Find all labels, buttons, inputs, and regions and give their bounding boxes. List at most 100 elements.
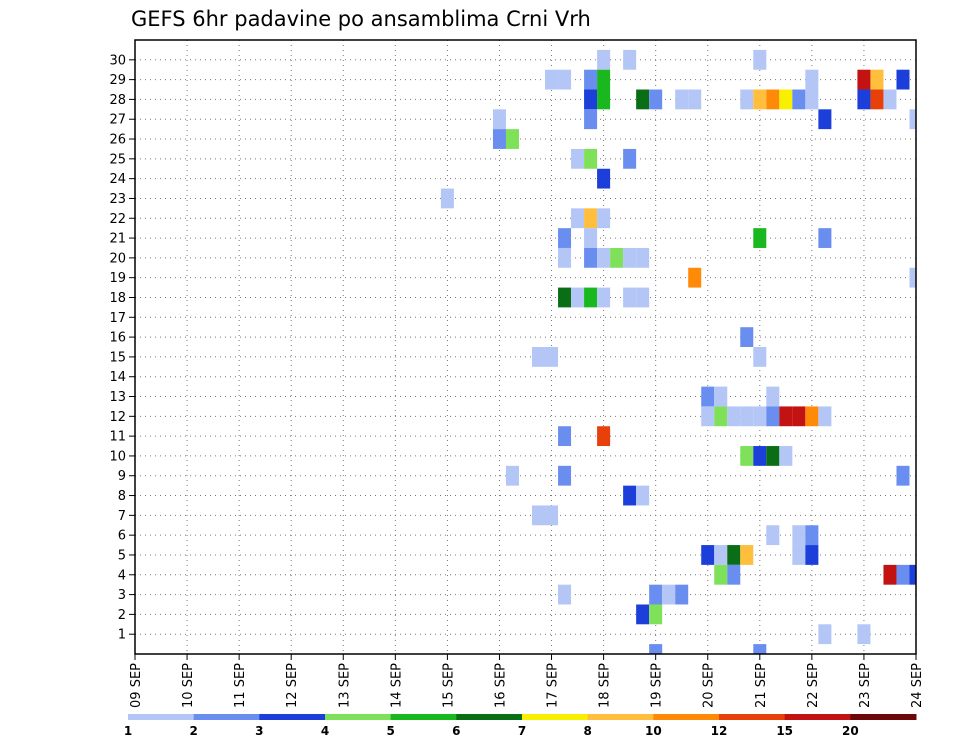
colorbar-label: 12 bbox=[711, 724, 728, 738]
y-tick-label: 5 bbox=[118, 548, 126, 563]
heatmap-cell bbox=[571, 287, 585, 308]
x-tick-label: 12 SEP bbox=[285, 663, 300, 708]
heatmap-cell bbox=[727, 406, 741, 427]
heatmap-cell bbox=[597, 287, 611, 308]
y-tick-label: 23 bbox=[109, 192, 126, 207]
heatmap-cell bbox=[792, 406, 806, 427]
y-tick-label: 14 bbox=[109, 370, 126, 385]
heatmap-cell bbox=[649, 604, 663, 625]
colorbar-swatch bbox=[193, 714, 260, 720]
heatmap-cell bbox=[701, 386, 715, 407]
heatmap-cell bbox=[649, 644, 663, 654]
heatmap-cell bbox=[571, 148, 585, 169]
heatmap-cell bbox=[766, 525, 780, 546]
colorbar-label: 7 bbox=[518, 724, 526, 738]
heatmap-cell bbox=[766, 406, 780, 427]
heatmap-cell bbox=[727, 545, 741, 565]
colorbar-swatch bbox=[522, 714, 589, 720]
heatmap-cell bbox=[636, 287, 650, 308]
heatmap-cell bbox=[558, 228, 572, 248]
heatmap-cell bbox=[753, 644, 767, 654]
heatmap-cell bbox=[857, 69, 871, 90]
y-tick-label: 19 bbox=[109, 271, 126, 286]
heatmap-cell bbox=[623, 287, 637, 308]
x-axis: 09 SEP 10 SEP 11 SEP 12 SEP 13 SEP 14 SEP 15 S… bbox=[129, 654, 925, 708]
x-tick-label: 10 SEP bbox=[181, 663, 196, 708]
colorbar-swatch bbox=[784, 714, 851, 720]
heatmap-cell bbox=[558, 69, 572, 90]
x-tick-label: 23 SEP bbox=[858, 663, 873, 708]
heatmap-cell bbox=[558, 584, 572, 605]
heatmap-cell bbox=[532, 347, 546, 367]
heatmap-cell bbox=[597, 208, 611, 229]
plot-frame bbox=[134, 39, 917, 655]
y-tick-label: 8 bbox=[118, 489, 126, 504]
heatmap-cell bbox=[714, 406, 728, 427]
colorbar-label: 1 bbox=[124, 724, 132, 738]
heatmap-cell bbox=[649, 584, 663, 605]
heatmap-cell bbox=[532, 505, 546, 526]
heatmap-cell bbox=[779, 89, 793, 110]
colorbar-label: 20 bbox=[842, 724, 859, 738]
heatmap-cell bbox=[636, 247, 650, 268]
heatmap-cell bbox=[701, 406, 715, 427]
heatmap-cell bbox=[505, 129, 519, 149]
heatmap-cell bbox=[753, 446, 767, 466]
y-tick-label: 16 bbox=[109, 331, 126, 346]
heatmap-cell bbox=[766, 386, 780, 407]
colorbar-swatch bbox=[259, 714, 326, 720]
y-tick-label: 7 bbox=[118, 509, 126, 524]
heatmap-cell bbox=[558, 465, 572, 486]
heatmap-cell bbox=[584, 89, 598, 110]
heatmap-cell bbox=[805, 545, 819, 565]
heatmap-cell bbox=[584, 148, 598, 169]
heatmap-cell bbox=[492, 109, 506, 130]
colorbar-swatch bbox=[325, 714, 392, 720]
heatmap-cell bbox=[714, 386, 728, 407]
colorbar-label: 5 bbox=[386, 724, 394, 738]
heatmap-cell bbox=[584, 287, 598, 308]
heatmap-cell bbox=[558, 426, 572, 447]
heatmap-cell bbox=[688, 267, 702, 288]
heatmap-cell bbox=[584, 109, 598, 130]
colorbar-swatch bbox=[719, 714, 786, 720]
heatmap-cell bbox=[636, 89, 650, 110]
heatmap-cell bbox=[623, 148, 637, 169]
heatmap-cell bbox=[584, 228, 598, 248]
heatmap-cell bbox=[753, 89, 767, 110]
colorbar: 1 2 3 4 5 6 7 8 10 12 15 20 bbox=[124, 714, 917, 738]
heatmap-cell bbox=[792, 545, 806, 565]
heatmap-cell bbox=[883, 564, 897, 585]
y-tick-label: 28 bbox=[109, 93, 126, 108]
heatmap-cell bbox=[909, 109, 916, 130]
colorbar-swatch bbox=[653, 714, 720, 720]
x-tick-label: 16 SEP bbox=[493, 663, 508, 708]
heatmap-cell bbox=[753, 347, 767, 367]
y-tick-label: 2 bbox=[118, 608, 126, 623]
heatmap-cell bbox=[545, 347, 559, 367]
heatmap-cell bbox=[805, 406, 819, 427]
y-tick-label: 27 bbox=[109, 113, 126, 128]
x-tick-label: 15 SEP bbox=[441, 663, 456, 708]
heatmap-cell bbox=[701, 545, 715, 565]
heatmap-cell bbox=[896, 465, 910, 486]
x-tick-label: 20 SEP bbox=[702, 663, 717, 708]
heatmap-cell bbox=[597, 426, 611, 447]
heatmap-cell bbox=[558, 247, 572, 268]
heatmap-cell bbox=[675, 89, 689, 110]
colorbar-swatch bbox=[587, 714, 654, 720]
heatmap-cell bbox=[896, 564, 910, 585]
y-axis: 1234567891011121314151617181920212223242… bbox=[109, 53, 135, 643]
y-tick-label: 4 bbox=[118, 568, 126, 583]
colorbar-label: 4 bbox=[321, 724, 329, 738]
y-tick-label: 22 bbox=[109, 212, 126, 227]
heatmap-cell bbox=[779, 406, 793, 427]
heatmap-cell bbox=[597, 49, 611, 70]
heatmap-cell bbox=[792, 89, 806, 110]
heatmap-cell bbox=[896, 69, 910, 90]
heatmap-cell bbox=[779, 446, 793, 466]
heatmap-cell bbox=[558, 287, 572, 308]
heatmap-cell bbox=[753, 228, 767, 248]
x-tick-label: 21 SEP bbox=[754, 663, 769, 708]
